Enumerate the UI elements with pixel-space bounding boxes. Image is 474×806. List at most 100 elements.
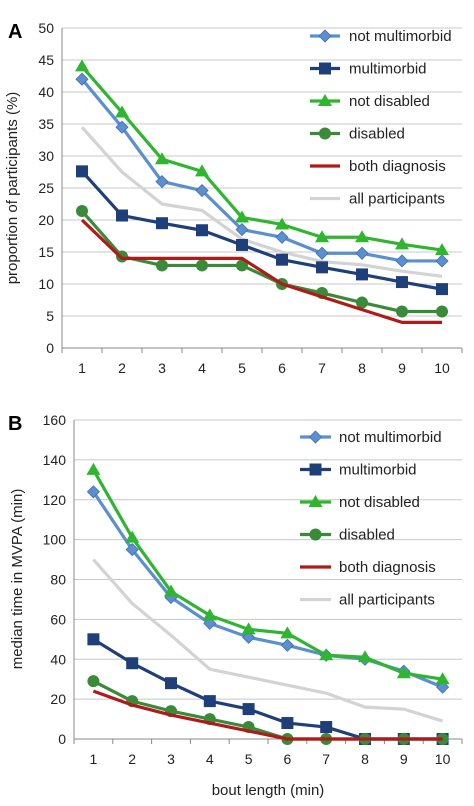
y-tick-label: 120 xyxy=(43,492,67,508)
data-point-disabled xyxy=(76,205,88,218)
legend-label: multimorbid xyxy=(349,61,427,78)
data-point-not-multimorbid xyxy=(275,230,289,244)
legend-marker xyxy=(318,29,332,43)
legend-marker xyxy=(318,94,332,106)
series-not-multimorbid xyxy=(86,485,450,694)
data-point-multimorbid xyxy=(196,224,208,237)
data-point-multimorbid xyxy=(276,253,288,266)
data-point-not-multimorbid xyxy=(355,246,369,260)
data-point-multimorbid xyxy=(436,283,448,296)
x-tick-label: 1 xyxy=(90,751,98,767)
data-point-not-disabled xyxy=(241,622,256,635)
y-tick-label: 100 xyxy=(43,532,67,548)
legend-label: disabled xyxy=(339,527,395,544)
legend-entry-all-participants: all participants xyxy=(300,592,435,609)
legend-marker xyxy=(309,528,322,541)
legend-entry-not-multimorbid: not multimorbid xyxy=(310,28,452,45)
x-tick-label: 10 xyxy=(435,751,451,767)
legend-entry-multimorbid: multimorbid xyxy=(310,61,427,78)
legend-label: all participants xyxy=(339,592,435,609)
x-tick-label: 2 xyxy=(118,360,126,376)
chart-panel-b: B 0 20 40 60 80 100 120 140 160 1 2 3 4 5 6 7 8 9 10 median … xyxy=(8,412,463,799)
x-tick-label: 6 xyxy=(284,751,292,767)
series-line-all-participants xyxy=(80,126,443,278)
series-line-all-participants xyxy=(92,558,444,723)
series-line-disabled xyxy=(80,209,442,314)
legend-label: both diagnosis xyxy=(349,158,446,175)
data-point-multimorbid xyxy=(320,721,333,734)
y-tick-label: 80 xyxy=(50,572,66,588)
legend-entry-multimorbid: multimorbid xyxy=(300,462,417,479)
x-axis-label: bout length (min) xyxy=(212,782,325,799)
legend-label: multimorbid xyxy=(339,462,417,479)
legend-marker xyxy=(308,495,323,507)
y-tick-label: 5 xyxy=(46,308,54,324)
legend-label: both diagnosis xyxy=(339,559,436,576)
data-point-multimorbid xyxy=(396,276,408,289)
data-point-not-disabled xyxy=(435,243,449,256)
data-point-multimorbid xyxy=(165,677,177,690)
data-point-not-multimorbid xyxy=(315,246,329,260)
data-point-not-multimorbid xyxy=(115,120,129,134)
legend-entry-disabled: disabled xyxy=(300,527,395,544)
data-point-disabled xyxy=(396,305,408,318)
series-not-disabled xyxy=(86,462,450,685)
legend-entry-not-disabled: not disabled xyxy=(300,494,420,511)
data-point-not-multimorbid xyxy=(235,223,249,237)
legend-entry-both-diagnosis: both diagnosis xyxy=(300,559,436,576)
x-tick-label: 4 xyxy=(206,751,214,767)
data-point-disabled xyxy=(87,675,100,688)
y-tick-label: 25 xyxy=(38,180,54,196)
x-tick-label: 10 xyxy=(434,360,450,376)
series-line-multimorbid xyxy=(92,637,443,741)
series-line-both-diagnosis xyxy=(80,218,442,324)
x-tick-label: 9 xyxy=(400,751,408,767)
data-point-multimorbid xyxy=(242,703,255,716)
legend-label: not disabled xyxy=(349,93,430,110)
x-tick-label: 5 xyxy=(238,360,246,376)
panel-letter: B xyxy=(8,413,22,435)
y-tick-label: 0 xyxy=(46,340,54,356)
series-all-participants xyxy=(80,126,443,278)
y-axis-label: proportion of participants (%) xyxy=(4,92,21,285)
data-point-not-disabled xyxy=(115,105,129,118)
data-point-not-disabled xyxy=(164,584,178,597)
y-tick-label: 30 xyxy=(38,148,54,164)
legend-entry-all-participants: all participants xyxy=(310,191,445,208)
x-tick-label: 2 xyxy=(128,751,136,767)
data-point-disabled xyxy=(156,259,168,272)
y-tick-label: 60 xyxy=(50,611,66,627)
y-tick-label: 20 xyxy=(38,212,54,228)
data-point-multimorbid xyxy=(236,238,248,251)
data-point-disabled xyxy=(356,296,368,309)
legend-label: not multimorbid xyxy=(349,28,452,45)
y-tick-label: 10 xyxy=(38,276,54,292)
legend-marker xyxy=(309,463,322,476)
data-point-not-multimorbid xyxy=(75,72,89,86)
legend-entry-not-multimorbid: not multimorbid xyxy=(300,429,442,446)
legend-label: all participants xyxy=(349,191,445,208)
x-tick-label: 3 xyxy=(167,751,175,767)
x-tick-label: 4 xyxy=(198,360,206,376)
series-not-disabled xyxy=(75,59,449,256)
data-point-not-multimorbid xyxy=(125,543,139,557)
data-point-multimorbid xyxy=(156,217,168,230)
series-line-not-multimorbid xyxy=(92,490,444,689)
series-line-not-disabled xyxy=(80,65,443,252)
legend: not multimorbid multimorbid not disabled di… xyxy=(300,429,442,609)
series-all-participants xyxy=(92,558,444,723)
data-point-not-disabled xyxy=(75,59,89,72)
x-tick-label: 7 xyxy=(318,360,326,376)
data-point-multimorbid xyxy=(87,633,100,646)
y-tick-label: 35 xyxy=(38,116,54,132)
data-point-not-disabled xyxy=(395,237,409,250)
data-point-multimorbid xyxy=(76,165,88,178)
data-point-not-disabled xyxy=(195,164,209,177)
x-tick-label: 7 xyxy=(322,751,330,767)
legend-label: not disabled xyxy=(339,494,420,511)
legend-marker xyxy=(308,430,323,444)
panel-letter: A xyxy=(8,21,22,43)
y-tick-label: 160 xyxy=(43,412,67,428)
data-point-not-disabled xyxy=(125,530,140,543)
data-point-not-disabled xyxy=(355,230,369,243)
